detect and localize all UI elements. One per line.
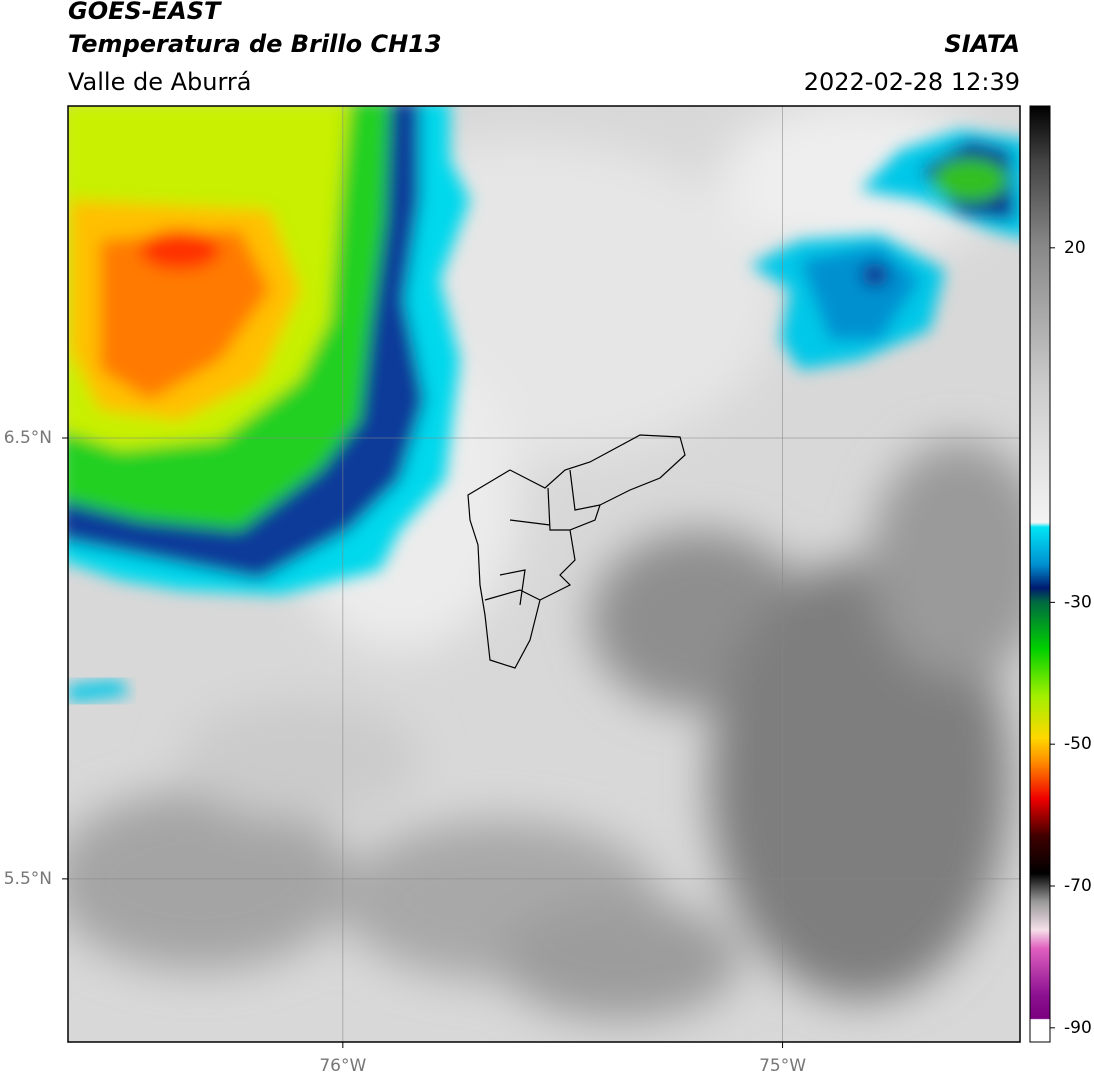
valley-outline bbox=[467, 434, 686, 669]
datetime: 2022-02-28 12:39 bbox=[804, 68, 1020, 96]
colorbar-tick-label: -90 bbox=[1064, 1018, 1092, 1038]
cloud-right bbox=[750, 130, 1020, 370]
cloud-edge bbox=[68, 680, 130, 702]
x-tick-label: 76°W bbox=[319, 1056, 366, 1076]
y-tick-label: 6.5°N bbox=[4, 428, 52, 448]
cloud-left bbox=[68, 106, 470, 595]
colorbar-tick-label: -50 bbox=[1064, 734, 1092, 754]
imagery bbox=[68, 106, 1020, 1042]
source: SIATA bbox=[944, 30, 1020, 58]
subtitle: Temperatura de Brillo CH13 bbox=[68, 30, 442, 58]
x-tick-label: 75°W bbox=[759, 1056, 806, 1076]
plot-frame bbox=[67, 105, 1021, 1043]
region: Valle de Aburrá bbox=[68, 68, 252, 96]
colorbar-tick-label: -70 bbox=[1064, 876, 1092, 896]
colorbar-tick-label: -30 bbox=[1064, 592, 1092, 612]
colorbar-tick-label: 20 bbox=[1064, 238, 1086, 258]
y-tick-label: 5.5°N bbox=[4, 869, 52, 889]
title: GOES-EAST bbox=[68, 0, 222, 25]
colorbar bbox=[1029, 105, 1051, 1043]
